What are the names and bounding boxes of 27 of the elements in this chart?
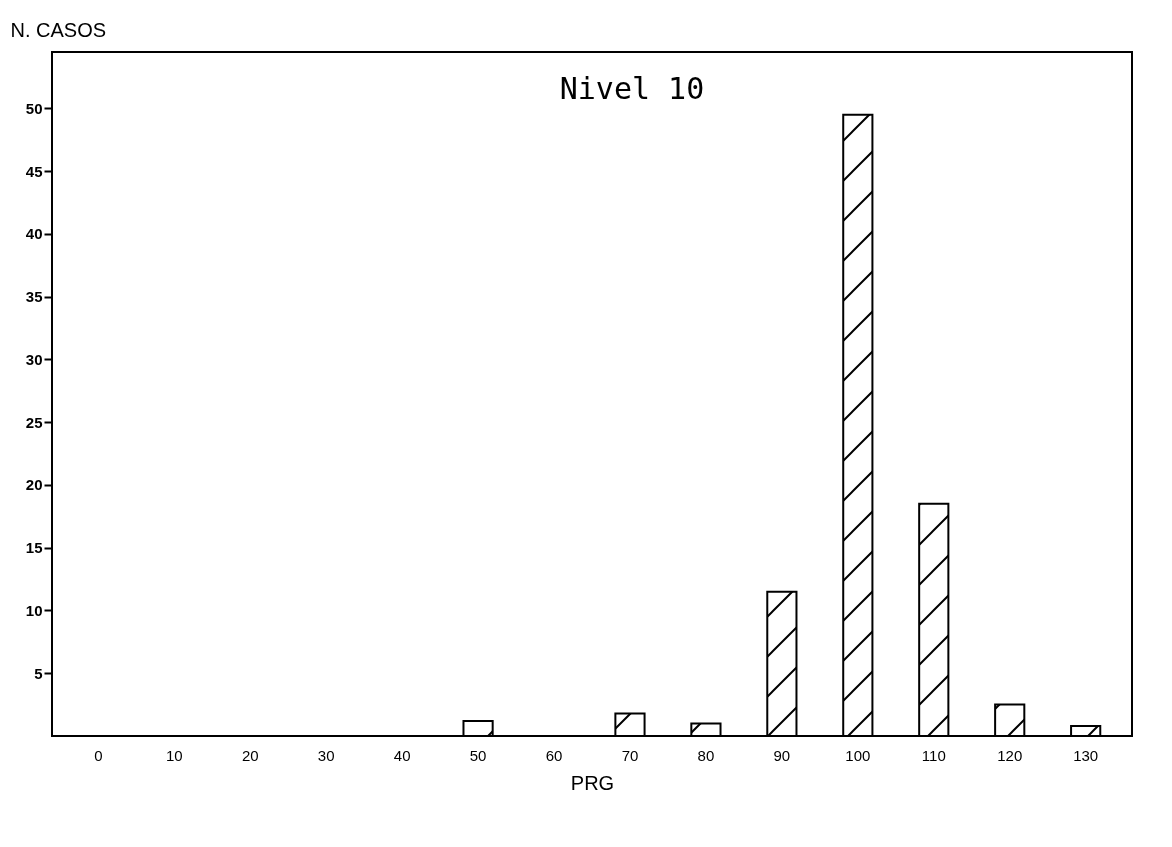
x-tick-label: 50 [469, 746, 487, 764]
text: Nivel 10 [559, 71, 705, 106]
y-tick-label: 35 [25, 288, 43, 306]
x-tick-label: 100 [845, 746, 871, 764]
y-axis-title: N. CASOS [10, 18, 107, 41]
x-tick-label: 20 [241, 746, 259, 764]
x-tick-label: 30 [317, 746, 335, 764]
y-tick-label: 50 [25, 99, 43, 117]
y-tick-label: 15 [25, 539, 43, 557]
y-tick-label: 30 [25, 350, 43, 368]
x-tick-label: 110 [921, 746, 946, 764]
y-tick-label: 25 [25, 413, 43, 431]
y-tick-label: 45 [25, 162, 43, 180]
y-tick-label: 5 [34, 664, 43, 682]
x-tick-label: 0 [94, 746, 103, 764]
x-tick-label: 40 [393, 746, 411, 764]
y-tick-label: 40 [25, 225, 43, 243]
x-tick-label: 80 [697, 746, 715, 764]
x-tick-label: 10 [165, 746, 183, 764]
y-tick-label: 10 [25, 602, 43, 619]
x-axis-title: PRG [570, 771, 615, 794]
x-tick-label: 60 [545, 746, 563, 764]
x-tick-label: 130 [1073, 746, 1099, 764]
x-tick-label: 70 [621, 746, 639, 764]
x-tick-label: 90 [773, 746, 791, 764]
x-tick-label: 120 [997, 746, 1023, 764]
y-tick-label: 20 [25, 476, 43, 494]
